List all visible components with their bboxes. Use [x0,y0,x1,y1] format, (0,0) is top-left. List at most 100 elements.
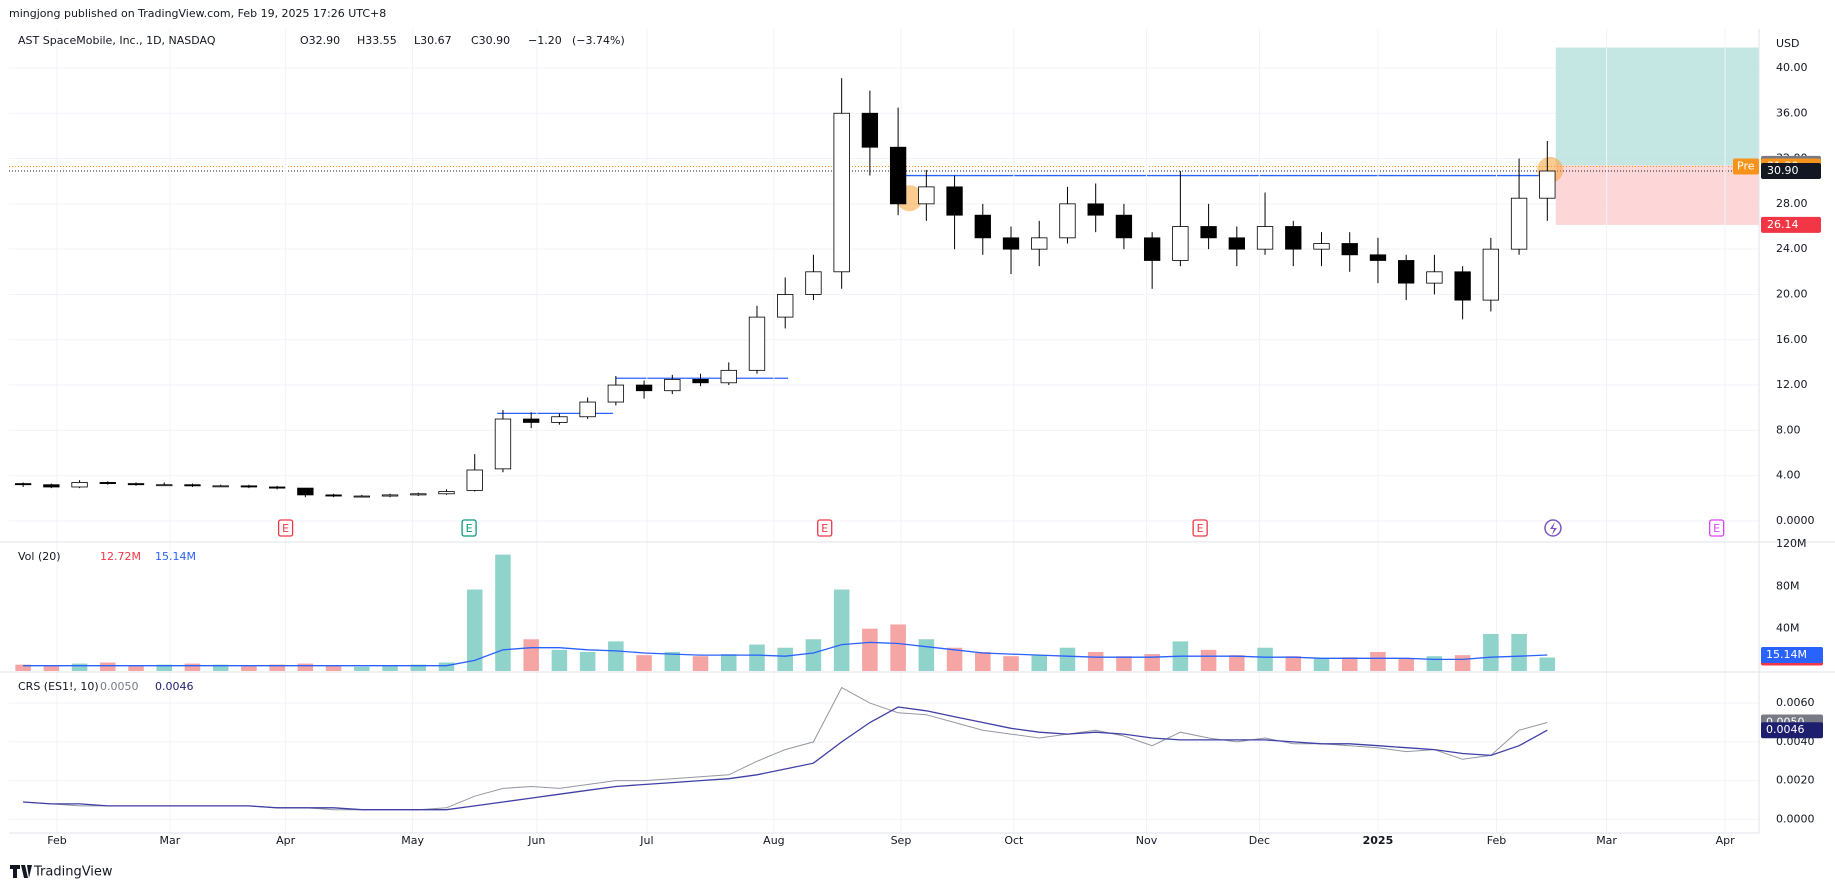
candle-body [1398,260,1415,284]
symbol-title: AST SpaceMobile, Inc., 1D, NASDAQ [18,34,216,47]
candle-body [1341,243,1358,256]
candle-body [579,401,596,418]
candle-body [889,146,907,205]
candle-body [918,186,935,205]
candle-body [1510,197,1528,250]
price-badge-label: 26.14 [1767,218,1799,231]
earnings-label: E [1713,522,1720,535]
volume-bar [71,663,88,671]
candle-body [1059,203,1076,239]
y-tick-label: 40.00 [1776,61,1808,74]
earnings-label: E [821,522,828,535]
publisher: mingjong published on TradingView.com, F… [9,7,386,20]
y-tick-label: 0.0000 [1776,514,1815,527]
volume-bar [184,663,201,671]
crs-title: CRS (ES1!, 10) [18,680,99,693]
volume-bar [410,664,427,671]
candle-body [1143,237,1161,261]
indicator-line [23,706,1548,811]
volume-bar [1313,658,1330,671]
volume-bar [1341,657,1358,671]
x-tick-label: Apr [1716,834,1736,847]
volume-bar [354,666,370,671]
last-value-label: 15.14M [1766,648,1807,661]
candle-body [1228,237,1245,250]
candle-body [43,484,60,488]
candle-body [974,214,991,239]
volume-bar [975,651,991,671]
volume-bar [212,664,229,671]
indicator-line [23,641,1548,667]
candle-body [297,487,314,496]
volume-bar [1031,655,1048,671]
vol-title: Vol (20) [18,550,61,563]
candle-body [607,384,625,403]
volume-bar [1398,658,1414,671]
volume-bar [946,647,963,671]
volume-bar [551,649,568,671]
volume-bar [269,664,285,671]
volume-bar [100,662,116,671]
volume-bar [1285,656,1302,671]
volume-bar [1144,654,1160,671]
volume-bar [579,651,596,671]
volume-bar [156,664,173,671]
earnings-label: E [466,522,473,535]
earnings-marker [817,519,833,537]
volume-bar [1511,633,1527,671]
volume-bar [128,665,144,671]
y-tick-label: 36.00 [1776,106,1808,119]
volume-bar [523,639,539,671]
legend-value: 12.72M [100,550,141,563]
candle-body [1426,271,1443,284]
y-tick-label: 40M [1776,622,1800,635]
volume-bar [495,554,511,671]
candle-body [1172,226,1189,261]
price-badge [1761,163,1821,180]
legend-value: 0.0046 [155,680,194,693]
volume-bar [805,639,822,671]
candle-body [1482,248,1500,301]
volume-bar [890,624,906,671]
volume-bar [1257,647,1273,671]
candle-body [99,482,116,484]
volume-bar [664,651,681,671]
footer: TradingView [33,865,113,880]
candle-body [1115,214,1133,239]
candle-body [212,485,229,488]
volume-bar [1003,656,1019,671]
candle-body [353,495,370,498]
volume-bar [43,665,60,671]
volume-bar [918,639,935,671]
volume-bar [749,644,765,671]
legend-value: 0.0050 [100,680,139,693]
price-badge-label: 30.90 [1767,164,1799,177]
candle-body [805,271,822,295]
candle-body [1369,254,1387,261]
candle-body [1002,237,1020,250]
candle-body [466,469,483,491]
volume-bar [833,589,850,671]
y-tick-label: 0.0020 [1776,774,1815,787]
volume-bar [241,665,257,671]
dividend-icon [1549,522,1557,535]
ohlc-value: H33.55 [357,34,397,47]
candle-body [1454,271,1471,301]
y-tick-label: 28.00 [1776,197,1808,210]
candle-body [240,485,258,488]
plot [14,78,1564,811]
candle-body [438,491,455,495]
position-target [1555,47,1759,166]
volume-bar [466,589,483,671]
y-tick-label: 80M [1776,579,1800,592]
grid [9,29,1759,833]
candle-body [1313,243,1330,250]
y-tick-label: 16.00 [1776,333,1808,346]
last-value-badge [1761,646,1823,663]
x-tick-label: Feb [47,834,66,847]
candle-body [127,483,145,486]
volume-bar [325,665,342,671]
candle-body [410,493,427,496]
x-tick-label: Oct [1004,834,1024,847]
candle-body [635,384,653,392]
